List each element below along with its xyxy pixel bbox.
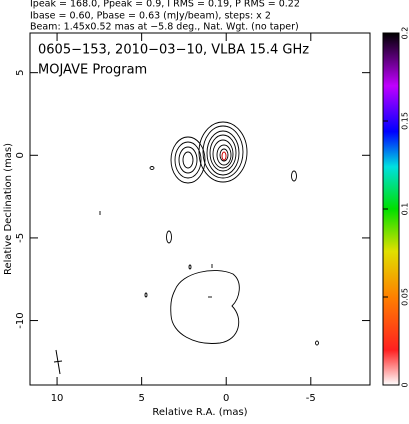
header-line: Beam: 1.45x0.52 mas at −5.8 deg., Nat. W… (30, 22, 299, 33)
colorbar-tick-label: 0 (401, 382, 409, 387)
header-line: Ipeak = 168.0, Ppeak = 0.9, I RMS = 0.19… (30, 0, 300, 10)
chart-title: 0605−153, 2010−03−10, VLBA 15.4 GHz (38, 43, 309, 58)
contours (53, 121, 319, 375)
colorbar-tick-label: 0.1 (401, 203, 409, 216)
y-tick-label: 0 (15, 152, 26, 158)
colorbar-tick-label: 0.2 (401, 27, 409, 40)
y-axis-label: Relative Declination (mas) (3, 143, 14, 275)
y-tick-label: -5 (15, 233, 26, 243)
x-axis-label: Relative R.A. (mas) (152, 407, 247, 418)
chart-subtitle: MOJAVE Program (38, 63, 147, 78)
y-tick-label: -10 (15, 312, 26, 328)
beam-minor (53, 360, 63, 363)
x-tick-label: 0 (223, 393, 229, 404)
header-line: Ibase = 0.60, Pbase = 0.63 (mJy/beam), s… (30, 11, 271, 22)
x-tick-label: -5 (306, 393, 316, 404)
colorbar-tick-label: 0.05 (401, 288, 409, 306)
plot-frame (29, 32, 371, 386)
y-tick-label: 5 (15, 69, 26, 75)
x-tick-label: 10 (51, 393, 64, 404)
x-tick-label: 5 (138, 393, 144, 404)
colorbar-tick-label: 0.15 (401, 112, 409, 130)
